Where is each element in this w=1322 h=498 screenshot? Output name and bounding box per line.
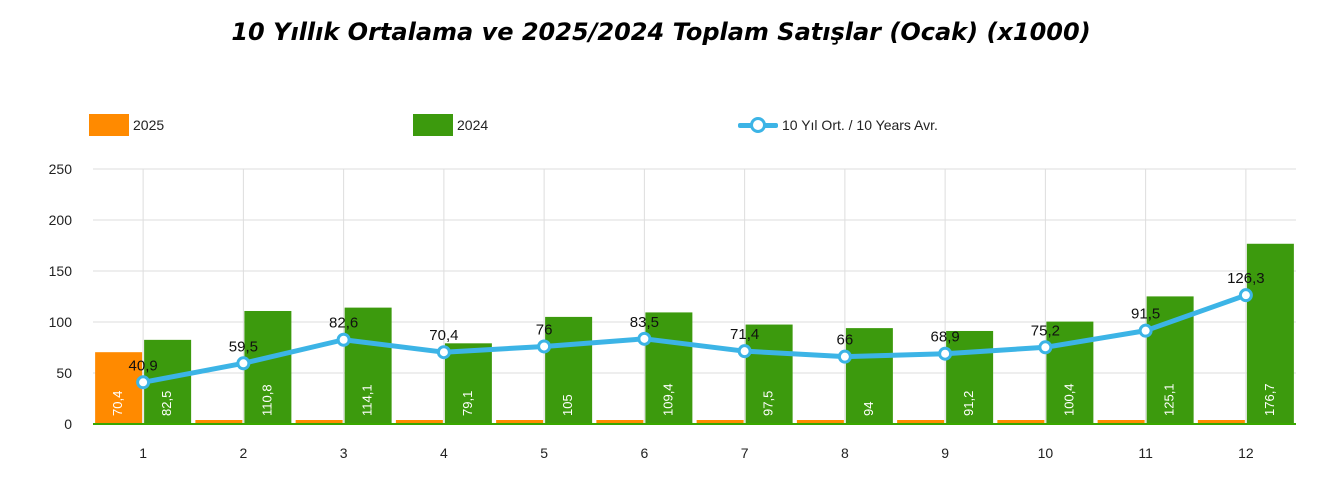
average-point (637, 331, 652, 346)
bar-2024 (344, 307, 392, 424)
x-tick-label: 5 (540, 445, 548, 461)
bar-label-2024: 125,1 (1162, 383, 1177, 416)
y-tick-label: 50 (56, 365, 72, 381)
x-tick-label: 9 (941, 445, 949, 461)
bar-label-2024: 105 (560, 394, 575, 416)
y-tick-label: 200 (49, 212, 73, 228)
bar-label-2024: 109,4 (660, 383, 675, 416)
x-tick-label: 8 (841, 445, 849, 461)
average-label: 76 (536, 321, 553, 338)
bar-2024 (545, 316, 593, 424)
bar-label-2024: 79,1 (460, 391, 475, 416)
bar-2024 (444, 343, 492, 424)
average-label: 82,6 (329, 315, 358, 332)
bar-2024 (645, 312, 693, 424)
bar-2024 (244, 310, 292, 424)
average-point (837, 349, 852, 364)
bar-2025 (696, 420, 744, 424)
bar-label-2024: 91,2 (961, 391, 976, 416)
x-tick-label: 12 (1238, 445, 1254, 461)
bar-2025 (1197, 420, 1245, 424)
average-label: 40,9 (129, 357, 158, 374)
y-tick-label: 250 (49, 161, 73, 177)
bar-2025 (395, 420, 443, 424)
bar-2025 (496, 420, 544, 424)
bar-2025 (596, 420, 644, 424)
average-point (136, 375, 151, 390)
x-tick-label: 4 (440, 445, 448, 461)
average-label: 71,4 (730, 326, 759, 343)
chart-title: 10 Yıllık Ortalama ve 2025/2024 Toplam S… (231, 18, 1091, 46)
bar-2024 (946, 330, 994, 424)
average-label: 91,5 (1131, 306, 1160, 323)
x-tick-label: 7 (741, 445, 749, 461)
bar-label-2024: 100,4 (1061, 383, 1076, 416)
bar-label-2024: 97,5 (761, 391, 776, 416)
average-point (1238, 288, 1253, 303)
legend-item-average: 10 Yıl Ort. / 10 Years Avr. (738, 113, 938, 137)
y-tick-label: 150 (49, 263, 73, 279)
x-tick-label: 2 (239, 445, 247, 461)
average-point (336, 332, 351, 347)
average-label: 83,5 (630, 314, 659, 331)
legend-swatch-2025 (89, 114, 129, 136)
bar-2024 (745, 324, 793, 424)
legend-swatch-2024 (413, 114, 453, 136)
x-tick-label: 6 (640, 445, 648, 461)
bar-2025 (796, 420, 844, 424)
average-label: 66 (837, 332, 854, 349)
average-point (436, 345, 451, 360)
legend-label-2025: 2025 (133, 117, 165, 133)
y-tick-label: 0 (64, 416, 72, 432)
bar-2025 (95, 352, 143, 424)
bar-label-2025: 70,4 (110, 391, 125, 416)
bar-label-2024: 114,1 (360, 384, 375, 416)
average-line (140, 292, 1249, 385)
average-label: 75,2 (1031, 322, 1060, 339)
bar-label-2024: 176,7 (1262, 383, 1277, 416)
average-label: 70,4 (429, 327, 458, 344)
bar-2025 (195, 420, 243, 424)
bar-2025 (897, 420, 945, 424)
bar-label-2024: 82,5 (159, 391, 174, 416)
average-point (236, 356, 251, 371)
bar-2025 (295, 420, 343, 424)
bar-2025 (997, 420, 1045, 424)
legend-label-average: 10 Yıl Ort. / 10 Years Avr. (782, 117, 938, 133)
legend-item-2025: 2025 (89, 113, 164, 137)
x-tick-label: 3 (340, 445, 348, 461)
bar-2025 (1097, 420, 1145, 424)
x-tick-label: 1 (139, 445, 147, 461)
average-point (1138, 323, 1153, 338)
bar-2024 (1246, 243, 1294, 424)
average-label: 126,3 (1227, 270, 1265, 287)
average-label: 59,5 (229, 338, 258, 355)
average-point (737, 344, 752, 359)
bar-label-2024: 94 (861, 402, 876, 416)
average-point (537, 339, 552, 354)
legend-item-2024: 2024 (413, 113, 488, 137)
legend-line-marker-icon (738, 114, 778, 136)
average-point (1038, 340, 1053, 355)
average-label: 68,9 (931, 329, 960, 346)
average-point (938, 346, 953, 361)
bar-2024 (845, 328, 893, 424)
legend-label-2024: 2024 (457, 117, 489, 133)
bar-label-2024: 110,8 (259, 384, 274, 416)
y-tick-label: 100 (49, 314, 73, 330)
x-tick-label: 10 (1038, 445, 1054, 461)
x-tick-label: 11 (1138, 445, 1153, 461)
